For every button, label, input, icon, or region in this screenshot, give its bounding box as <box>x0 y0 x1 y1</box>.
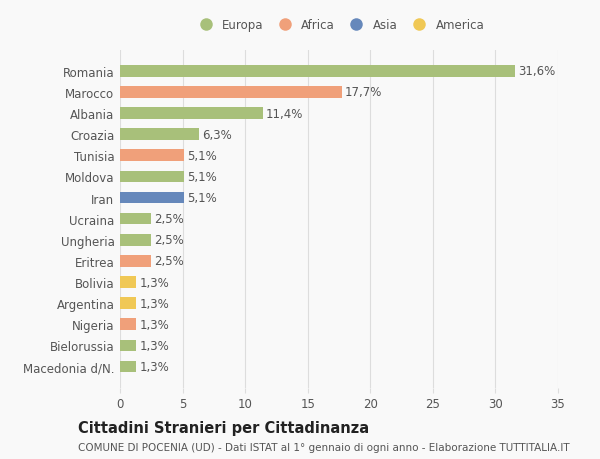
Text: 17,7%: 17,7% <box>344 86 382 99</box>
Bar <box>120 298 136 309</box>
Text: 5,1%: 5,1% <box>187 171 217 184</box>
Text: 2,5%: 2,5% <box>154 213 184 226</box>
Text: 1,3%: 1,3% <box>139 297 169 310</box>
Bar <box>120 213 151 225</box>
Legend: Europa, Africa, Asia, America: Europa, Africa, Asia, America <box>194 19 484 32</box>
Text: 5,1%: 5,1% <box>187 191 217 205</box>
Text: 1,3%: 1,3% <box>139 318 169 331</box>
Bar <box>120 150 184 162</box>
Bar <box>120 361 136 373</box>
Text: 2,5%: 2,5% <box>154 234 184 247</box>
Bar <box>120 277 136 288</box>
Bar <box>120 319 136 330</box>
Text: 1,3%: 1,3% <box>139 276 169 289</box>
Bar <box>120 129 199 140</box>
Bar <box>120 87 341 99</box>
Text: 31,6%: 31,6% <box>518 65 556 78</box>
Bar <box>120 256 151 267</box>
Text: 1,3%: 1,3% <box>139 360 169 373</box>
Bar <box>120 235 151 246</box>
Bar <box>120 66 515 78</box>
Bar <box>120 108 263 120</box>
Text: 5,1%: 5,1% <box>187 150 217 162</box>
Text: 11,4%: 11,4% <box>266 107 303 120</box>
Text: 2,5%: 2,5% <box>154 255 184 268</box>
Text: Cittadini Stranieri per Cittadinanza: Cittadini Stranieri per Cittadinanza <box>78 420 369 435</box>
Text: 6,3%: 6,3% <box>202 129 232 141</box>
Text: 1,3%: 1,3% <box>139 339 169 352</box>
Bar <box>120 340 136 352</box>
Bar <box>120 192 184 204</box>
Bar <box>120 171 184 183</box>
Text: COMUNE DI POCENIA (UD) - Dati ISTAT al 1° gennaio di ogni anno - Elaborazione TU: COMUNE DI POCENIA (UD) - Dati ISTAT al 1… <box>78 442 569 452</box>
